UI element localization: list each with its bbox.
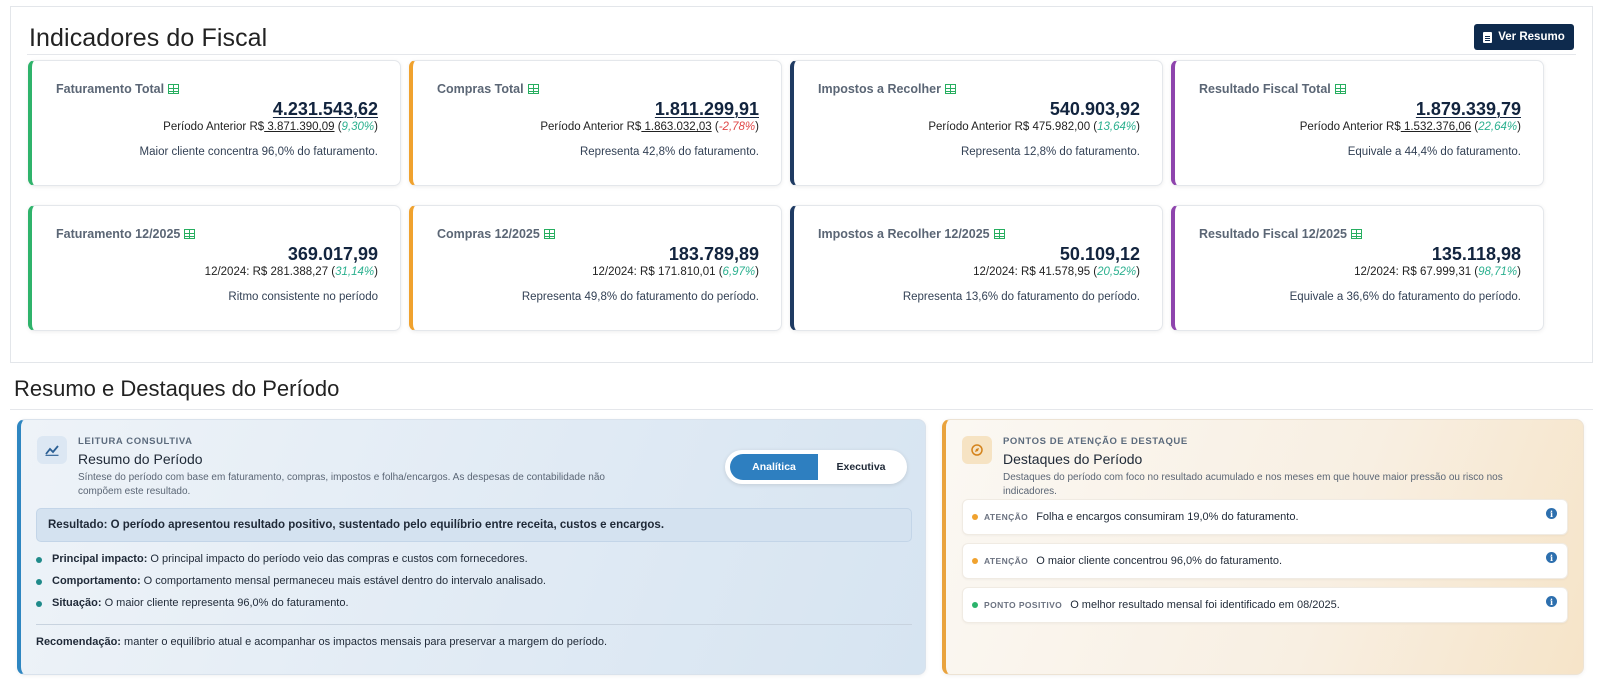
- list-item: Situação: O maior cliente representa 96,…: [36, 596, 546, 618]
- card-title: Faturamento 12/2025: [56, 227, 196, 241]
- info-icon[interactable]: i: [1546, 596, 1557, 607]
- chart-line-icon: [37, 436, 67, 464]
- card-note: Representa 42,8% do faturamento.: [579, 146, 759, 158]
- toggle-analitica[interactable]: Analítica: [730, 454, 818, 480]
- alert-tag: ATENÇÃO: [984, 512, 1029, 522]
- pct-change: 98,71%: [1478, 266, 1518, 278]
- card-value: 183.789,89: [668, 244, 759, 264]
- pct-change: 31,14%: [335, 266, 375, 278]
- card-compras-mes: Compras 12/2025 183.789,89 12/2024: R$ 1…: [409, 205, 782, 331]
- card-title: Compras 12/2025: [437, 227, 555, 241]
- fiscal-indicators-panel: Indicadores do Fiscal Ver Resumo Faturam…: [10, 6, 1593, 363]
- alert-text: Folha e encargos consumiram 19,0% do fat…: [1036, 511, 1299, 523]
- resumo-panel: LEITURA CONSULTIVA Resumo do Período Sín…: [17, 419, 926, 675]
- card-note: Ritmo consistente no período: [228, 291, 378, 303]
- panel-kicker: LEITURA CONSULTIVA: [78, 436, 193, 447]
- table-icon[interactable]: [543, 229, 555, 239]
- card-note: Maior cliente concentra 96,0% do faturam…: [139, 146, 378, 158]
- card-value: 369.017,99: [287, 244, 378, 264]
- card-previous: Período Anterior R$ 3.871.390,09 (9,30%): [163, 121, 378, 133]
- alert-item: PONTO POSITIVO O melhor resultado mensal…: [962, 587, 1568, 623]
- status-dot: [972, 602, 978, 608]
- card-resultado-fiscal-total: Resultado Fiscal Total 1.879.339,79 Perí…: [1171, 60, 1544, 186]
- card-previous: 12/2024: R$ 281.388,27 (31,14%): [204, 266, 378, 278]
- status-dot: [972, 558, 978, 564]
- alert-item: ATENÇÃO O maior cliente concentrou 96,0%…: [962, 543, 1568, 579]
- ver-resumo-button[interactable]: Ver Resumo: [1474, 24, 1574, 50]
- table-icon[interactable]: [168, 84, 180, 94]
- card-previous: 12/2024: R$ 67.999,31 (98,71%): [1354, 266, 1521, 278]
- section-divider: [10, 409, 1593, 410]
- alert-tag: ATENÇÃO: [984, 556, 1029, 566]
- card-note: Equivale a 44,4% do faturamento.: [1347, 146, 1521, 158]
- panel-kicker: PONTOS DE ATENÇÃO E DESTAQUE: [1003, 436, 1188, 447]
- card-previous: Período Anterior R$ 475.982,00 (13,64%): [928, 121, 1140, 133]
- table-icon[interactable]: [527, 84, 539, 94]
- card-faturamento-total: Faturamento Total 4.231.543,62 Período A…: [28, 60, 401, 186]
- card-impostos-recolher: Impostos a Recolher 540.903,92 Período A…: [790, 60, 1163, 186]
- result-summary: Resultado: O período apresentou resultad…: [36, 508, 912, 542]
- list-item: Comportamento: O comportamento mensal pe…: [36, 574, 546, 596]
- ver-resumo-label: Ver Resumo: [1498, 31, 1565, 43]
- table-icon[interactable]: [184, 229, 196, 239]
- card-previous: Período Anterior R$ 1.532.376,06 (22,64%…: [1299, 121, 1521, 133]
- recommendation: Recomendação: manter o equilíbrio atual …: [36, 636, 608, 648]
- table-icon[interactable]: [1334, 84, 1346, 94]
- info-icon[interactable]: i: [1546, 508, 1557, 519]
- pct-change: -2,78%: [718, 121, 756, 133]
- destaques-panel: PONTOS DE ATENÇÃO E DESTAQUE Destaques d…: [942, 419, 1584, 675]
- table-icon[interactable]: [1351, 229, 1362, 239]
- card-value: 135.118,98: [1431, 244, 1521, 264]
- card-title: Impostos a Recolher 12/2025: [818, 227, 1005, 241]
- panel-title: Destaques do Período: [1003, 451, 1143, 467]
- alert-text: O melhor resultado mensal foi identifica…: [1070, 599, 1340, 611]
- card-note: Representa 49,8% do faturamento do perío…: [521, 291, 759, 303]
- card-title: Resultado Fiscal Total: [1199, 82, 1346, 96]
- status-dot: [972, 514, 978, 520]
- alert-item: ATENÇÃO Folha e encargos consumiram 19,0…: [962, 499, 1568, 535]
- document-icon: [1483, 31, 1493, 43]
- card-previous: 12/2024: R$ 171.810,01 (6,97%): [592, 266, 759, 278]
- card-value[interactable]: 1.811.299,91: [654, 99, 759, 119]
- card-value: 540.903,92: [1049, 99, 1140, 119]
- section-title: Resumo e Destaques do Período: [14, 376, 340, 401]
- card-note: Representa 12,8% do faturamento.: [960, 146, 1140, 158]
- compass-icon: [962, 436, 992, 464]
- card-previous: 12/2024: R$ 41.578,95 (20,52%): [973, 266, 1140, 278]
- card-title: Impostos a Recolher: [818, 82, 956, 96]
- pct-change: 9,30%: [341, 121, 375, 133]
- info-icon[interactable]: i: [1546, 552, 1557, 563]
- panel-header: Indicadores do Fiscal Ver Resumo: [27, 15, 1576, 55]
- card-impostos-mes: Impostos a Recolher 12/2025 50.109,12 12…: [790, 205, 1163, 331]
- page-title: Indicadores do Fiscal: [29, 24, 268, 52]
- panel-description: Síntese do período com base em faturamen…: [78, 472, 605, 497]
- pct-change: 20,52%: [1097, 266, 1137, 278]
- panel-description: Destaques do período com foco no resulta…: [1003, 472, 1503, 497]
- table-icon[interactable]: [944, 84, 956, 94]
- panel-title: Resumo do Período: [78, 451, 203, 467]
- card-title: Compras Total: [437, 82, 539, 96]
- card-note: Equivale a 36,6% do faturamento do perío…: [1289, 291, 1521, 303]
- bullet-list: Principal impacto: O principal impacto d…: [36, 552, 546, 618]
- alert-tag: PONTO POSITIVO: [984, 600, 1063, 610]
- card-previous: Período Anterior R$ 1.863.032,03 (-2,78%…: [540, 121, 759, 133]
- view-toggle: Analítica Executiva: [725, 450, 907, 484]
- card-value[interactable]: 4.231.543,62: [272, 99, 378, 119]
- card-value[interactable]: 1.879.339,79: [1415, 99, 1521, 119]
- alert-text: O maior cliente concentrou 96,0% do fatu…: [1036, 555, 1283, 567]
- card-resultado-fiscal-mes: Resultado Fiscal 12/2025 135.118,98 12/2…: [1171, 205, 1544, 331]
- card-note: Representa 13,6% do faturamento do perío…: [902, 291, 1140, 303]
- card-faturamento-mes: Faturamento 12/2025 369.017,99 12/2024: …: [28, 205, 401, 331]
- pct-change: 22,64%: [1478, 121, 1518, 133]
- toggle-executiva[interactable]: Executiva: [836, 461, 886, 473]
- table-icon[interactable]: [993, 229, 1005, 239]
- card-title: Resultado Fiscal 12/2025: [1199, 227, 1362, 241]
- pct-change: 6,97%: [722, 266, 756, 278]
- pct-change: 13,64%: [1097, 121, 1137, 133]
- list-item: Principal impacto: O principal impacto d…: [36, 552, 546, 574]
- card-value: 50.109,12: [1059, 244, 1140, 264]
- card-title: Faturamento Total: [56, 82, 180, 96]
- divider: [36, 624, 912, 625]
- card-compras-total: Compras Total 1.811.299,91 Período Anter…: [409, 60, 782, 186]
